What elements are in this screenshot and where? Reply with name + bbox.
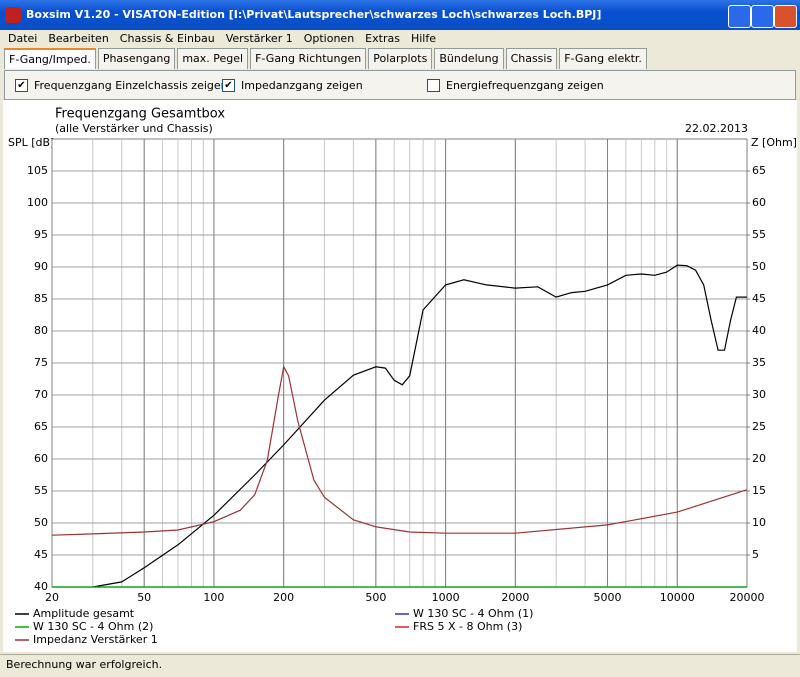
y-tick-label: 100	[27, 196, 48, 209]
y-tick-label: 60	[34, 452, 48, 465]
y-tick-label: 65	[34, 420, 48, 433]
menu-item[interactable]: Hilfe	[410, 32, 436, 45]
close-button[interactable]	[774, 5, 797, 28]
tab[interactable]: Phasengang	[97, 48, 176, 69]
chart-date: 22.02.2013	[685, 122, 748, 135]
tab[interactable]: F-Gang/Imped.	[4, 48, 96, 69]
y-tick-label: 55	[34, 484, 48, 497]
y-tick-label: 50	[34, 516, 48, 529]
tab[interactable]: Chassis	[505, 48, 558, 69]
menu-item[interactable]: Optionen	[303, 32, 355, 45]
y-tick-label: 75	[34, 356, 48, 369]
menu-item[interactable]: Chassis & Einbau	[119, 32, 215, 45]
y2-tick-label: 35	[752, 356, 766, 369]
tab[interactable]: F-Gang Richtungen	[250, 48, 367, 69]
y2-tick-label: 50	[752, 260, 766, 273]
tab[interactable]: F-Gang elektr.	[559, 48, 647, 69]
x-tick-label: 20	[45, 591, 59, 604]
tab[interactable]: Polarplots	[368, 48, 433, 69]
y2-tick-label: 55	[752, 228, 766, 241]
menu-item[interactable]: Datei	[8, 32, 38, 45]
y-tick-label: 105	[27, 164, 48, 177]
y2-axis-label: Z [Ohm]	[751, 136, 797, 149]
menu-item[interactable]: Verstärker 1	[225, 32, 293, 45]
x-tick-label: 5000	[594, 591, 622, 604]
checkbox-label: Energiefrequenzgang zeigen	[446, 79, 604, 92]
y2-tick-label: 5	[752, 548, 759, 561]
window-title: Boxsim V1.20 - VISATON-Edition [I:\Priva…	[26, 8, 602, 21]
y-tick-label: 70	[34, 388, 48, 401]
checkbox-box[interactable]	[427, 79, 440, 92]
minimize-button[interactable]	[728, 5, 751, 28]
y-tick-label: 90	[34, 260, 48, 273]
data-line	[51, 365, 748, 536]
y-tick-label: 40	[34, 580, 48, 593]
checkbox[interactable]: ✔ Frequenzgang Einzelchassis zeigen	[15, 79, 228, 92]
y2-tick-label: 25	[752, 420, 766, 433]
status-bar: Berechnung war erfolgreich.	[0, 654, 800, 677]
checkbox-label: Impedanzgang zeigen	[241, 79, 363, 92]
x-tick-label: 10000	[660, 591, 695, 604]
y-tick-label: 85	[34, 292, 48, 305]
x-tick-label: 100	[203, 591, 224, 604]
legend-label: Amplitude gesamt	[33, 607, 135, 620]
x-tick-label: 200	[273, 591, 294, 604]
y2-tick-label: 10	[752, 516, 766, 529]
y-tick-label: 45	[34, 548, 48, 561]
x-tick-label: 2000	[501, 591, 529, 604]
checkbox[interactable]: Energiefrequenzgang zeigen	[427, 79, 604, 92]
tab-bar: F-Gang/Imped. Phasengang max. Pegel F-Gang …	[4, 48, 647, 69]
y2-tick-label: 65	[752, 164, 766, 177]
y2-tick-label: 30	[752, 388, 766, 401]
menu-bar: Datei Bearbeiten Chassis & Einbau Verstärke…	[0, 30, 800, 47]
y2-tick-label: 40	[752, 324, 766, 337]
options-panel: ✔ Frequenzgang Einzelchassis zeigen ✔ Imped…	[4, 70, 796, 100]
legend-label: W 130 SC - 4 Ohm (1)	[413, 607, 533, 620]
y2-tick-label: 20	[752, 452, 766, 465]
checkbox-box[interactable]: ✔	[222, 79, 235, 92]
y2-tick-label: 15	[752, 484, 766, 497]
x-tick-label: 20000	[730, 591, 765, 604]
legend-label: FRS 5 X - 8 Ohm (3)	[413, 620, 522, 633]
y2-tick-label: 45	[752, 292, 766, 305]
menu-item[interactable]: Bearbeiten	[48, 32, 109, 45]
app-icon	[5, 7, 21, 23]
y2-tick-label: 60	[752, 196, 766, 209]
x-tick-label: 500	[365, 591, 386, 604]
y-tick-label: 80	[34, 324, 48, 337]
x-tick-label: 1000	[432, 591, 460, 604]
data-line	[92, 264, 747, 588]
checkbox[interactable]: ✔ Impedanzgang zeigen	[222, 79, 363, 92]
menu-item[interactable]: Extras	[365, 32, 400, 45]
title-bar: Boxsim V1.20 - VISATON-Edition [I:\Priva…	[0, 0, 800, 30]
legend-label: W 130 SC - 4 Ohm (2)	[33, 620, 153, 633]
maximize-button[interactable]	[751, 5, 774, 28]
tab[interactable]: max. Pegel	[177, 48, 249, 69]
legend-label: Impedanz Verstärker 1	[33, 633, 158, 646]
checkbox-label: Frequenzgang Einzelchassis zeigen	[34, 79, 228, 92]
y-axis-label: SPL [dB]	[8, 136, 54, 149]
checkbox-box[interactable]: ✔	[15, 79, 28, 92]
chart-subtitle: (alle Verstärker und Chassis)	[55, 122, 213, 135]
tab[interactable]: Bündelung	[434, 48, 504, 69]
x-tick-label: 50	[137, 591, 151, 604]
chart-title: Frequenzgang Gesamtbox	[55, 107, 225, 122]
y-tick-label: 95	[34, 228, 48, 241]
